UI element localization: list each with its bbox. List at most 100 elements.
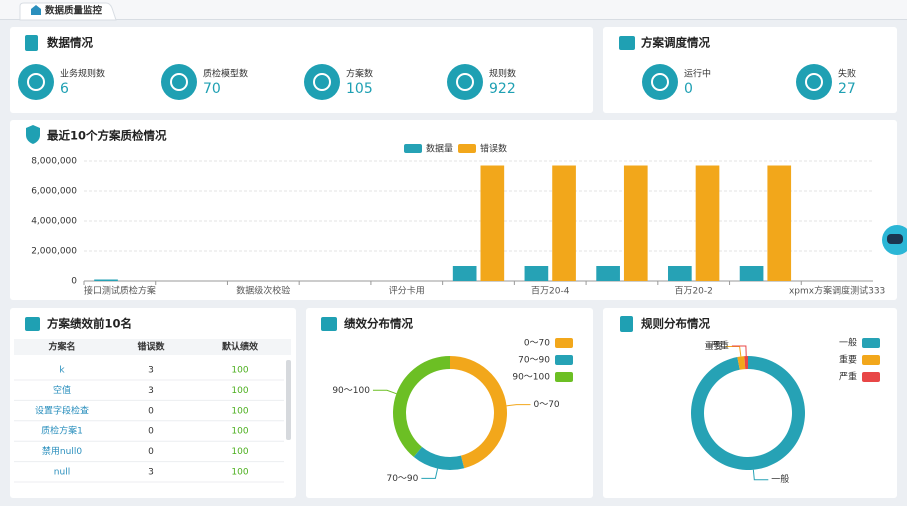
scrollbar[interactable] — [286, 360, 291, 440]
panel-title: 方案调度情况 — [641, 36, 710, 50]
tab[interactable] — [19, 2, 117, 21]
table-cell: k — [59, 366, 65, 376]
home-icon — [31, 5, 41, 15]
stat-label: 质检模型数 — [203, 68, 248, 80]
panel — [10, 120, 897, 300]
bar — [480, 165, 505, 281]
slice-label: 严重 — [711, 340, 729, 352]
table-cell: 设置字段检查 — [35, 404, 89, 416]
y-tick-label: 4,000,000 — [31, 217, 77, 227]
leader-line — [421, 468, 439, 479]
legend-swatch — [555, 355, 573, 365]
legend-label: 严重 — [839, 371, 857, 383]
stat-icon — [447, 64, 483, 100]
stat-value: 0 — [684, 81, 693, 97]
table-cell: 0 — [148, 406, 154, 416]
y-tick-label: 2,000,000 — [31, 247, 77, 257]
donut-segment — [744, 356, 748, 370]
x-tick-label: 百万20-4 — [531, 286, 570, 297]
table-cell: 0 — [148, 427, 154, 437]
slice-label: 一般 — [771, 473, 789, 485]
table-header: 错误数 — [137, 341, 165, 353]
x-tick-label: 接口测试质检方案 — [84, 285, 156, 297]
stat-label: 失败 — [838, 68, 856, 80]
stat-value: 6 — [60, 81, 69, 97]
bar — [94, 279, 118, 281]
stat-label: 运行中 — [684, 68, 711, 80]
leader-line — [731, 345, 747, 357]
legend-swatch — [862, 372, 880, 382]
donut-segment — [413, 446, 465, 470]
y-tick-label: 0 — [71, 277, 77, 287]
donut-segment — [450, 356, 507, 469]
bar — [695, 165, 720, 281]
panel — [10, 308, 296, 498]
bar — [552, 165, 576, 281]
stat-icon-inner — [456, 73, 474, 91]
donut-segment — [393, 356, 450, 457]
panel-icon — [25, 35, 38, 51]
legend-label: 0～70 — [524, 339, 550, 349]
stat-icon-inner — [805, 73, 823, 91]
legend-swatch — [555, 338, 573, 348]
panel-icon — [620, 316, 633, 332]
legend-label: 90～100 — [512, 373, 550, 383]
legend-label: 数据量 — [426, 143, 453, 155]
panel-title: 方案绩效前10名 — [47, 317, 132, 331]
legend-swatch — [862, 355, 880, 365]
assistant-face — [887, 234, 903, 244]
table-cell: 3 — [148, 468, 154, 478]
leader-line — [752, 469, 769, 481]
legend-swatch — [458, 144, 476, 153]
panel-icon — [321, 317, 337, 331]
panel-title: 规则分布情况 — [641, 317, 710, 331]
table-cell: 0 — [148, 447, 154, 457]
x-tick-label: xpmx方案调度测试333 — [789, 285, 885, 297]
panel — [603, 308, 897, 498]
panel — [306, 308, 593, 498]
x-tick-label: 评分卡用 — [389, 285, 425, 297]
bar — [739, 266, 764, 281]
y-tick-label: 8,000,000 — [31, 157, 77, 167]
panel-title: 绩效分布情况 — [344, 317, 413, 331]
legend-swatch — [555, 372, 573, 382]
table-header-bg — [14, 339, 291, 355]
stat-value: 922 — [489, 81, 516, 97]
bar — [596, 266, 620, 281]
bar — [767, 165, 792, 281]
panel-icon — [26, 125, 40, 144]
table-cell: 质检方案1 — [41, 425, 83, 437]
table-header: 方案名 — [48, 341, 75, 353]
legend-label: 70～90 — [518, 356, 550, 366]
table-cell: 100 — [231, 386, 248, 396]
stat-icon — [18, 64, 54, 100]
stat-value: 105 — [346, 81, 373, 97]
bar — [668, 266, 692, 281]
leader-line — [372, 389, 397, 395]
panel-icon — [25, 317, 40, 331]
table-cell: null — [54, 468, 70, 478]
stat-icon — [161, 64, 197, 100]
y-tick-label: 6,000,000 — [31, 187, 77, 197]
leader-line — [506, 404, 531, 407]
stat-icon-inner — [651, 73, 669, 91]
table-cell: 3 — [148, 386, 154, 396]
slice-label: 70～90 — [386, 474, 418, 484]
table-cell: 空值 — [53, 384, 71, 396]
bar — [524, 266, 549, 281]
x-tick-label: 百万20-2 — [674, 286, 712, 297]
stat-icon-inner — [170, 73, 188, 91]
stat-value: 27 — [838, 81, 856, 97]
legend-label: 一般 — [839, 337, 857, 349]
tab-label[interactable]: 数据质量监控 — [44, 5, 103, 17]
stat-icon — [796, 64, 832, 100]
slice-label: 重要 — [705, 340, 723, 352]
tab-bar — [0, 0, 907, 20]
x-tick-label: 数据级次校验 — [236, 285, 290, 297]
bar — [623, 165, 648, 281]
stat-label: 方案数 — [346, 68, 373, 80]
table-header: 默认绩效 — [222, 341, 259, 353]
legend-label: 重要 — [839, 354, 857, 366]
stat-icon-inner — [27, 73, 45, 91]
